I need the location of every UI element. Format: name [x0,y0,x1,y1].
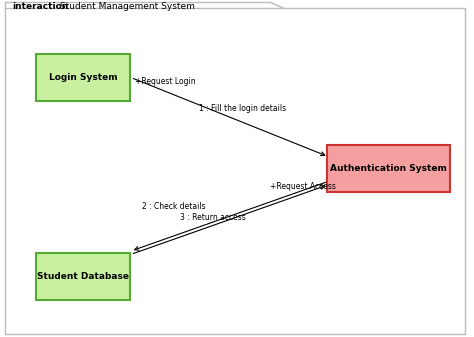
Text: 1 : Fill the login details: 1 : Fill the login details [199,104,286,113]
Text: 3 : Return access: 3 : Return access [180,213,246,222]
Text: Login System: Login System [49,73,117,82]
Bar [36,253,130,300]
Text: 2 : Check details: 2 : Check details [142,202,206,211]
Text: interaction: interaction [12,2,68,11]
Text: +Request Access: +Request Access [270,182,336,191]
Bar [327,145,450,192]
Text: Authentication System: Authentication System [330,164,447,173]
Bar [36,54,130,101]
Text: +Request Login: +Request Login [135,77,196,86]
Text: Student Management System: Student Management System [57,2,195,11]
Text: Student Database: Student Database [37,272,129,281]
